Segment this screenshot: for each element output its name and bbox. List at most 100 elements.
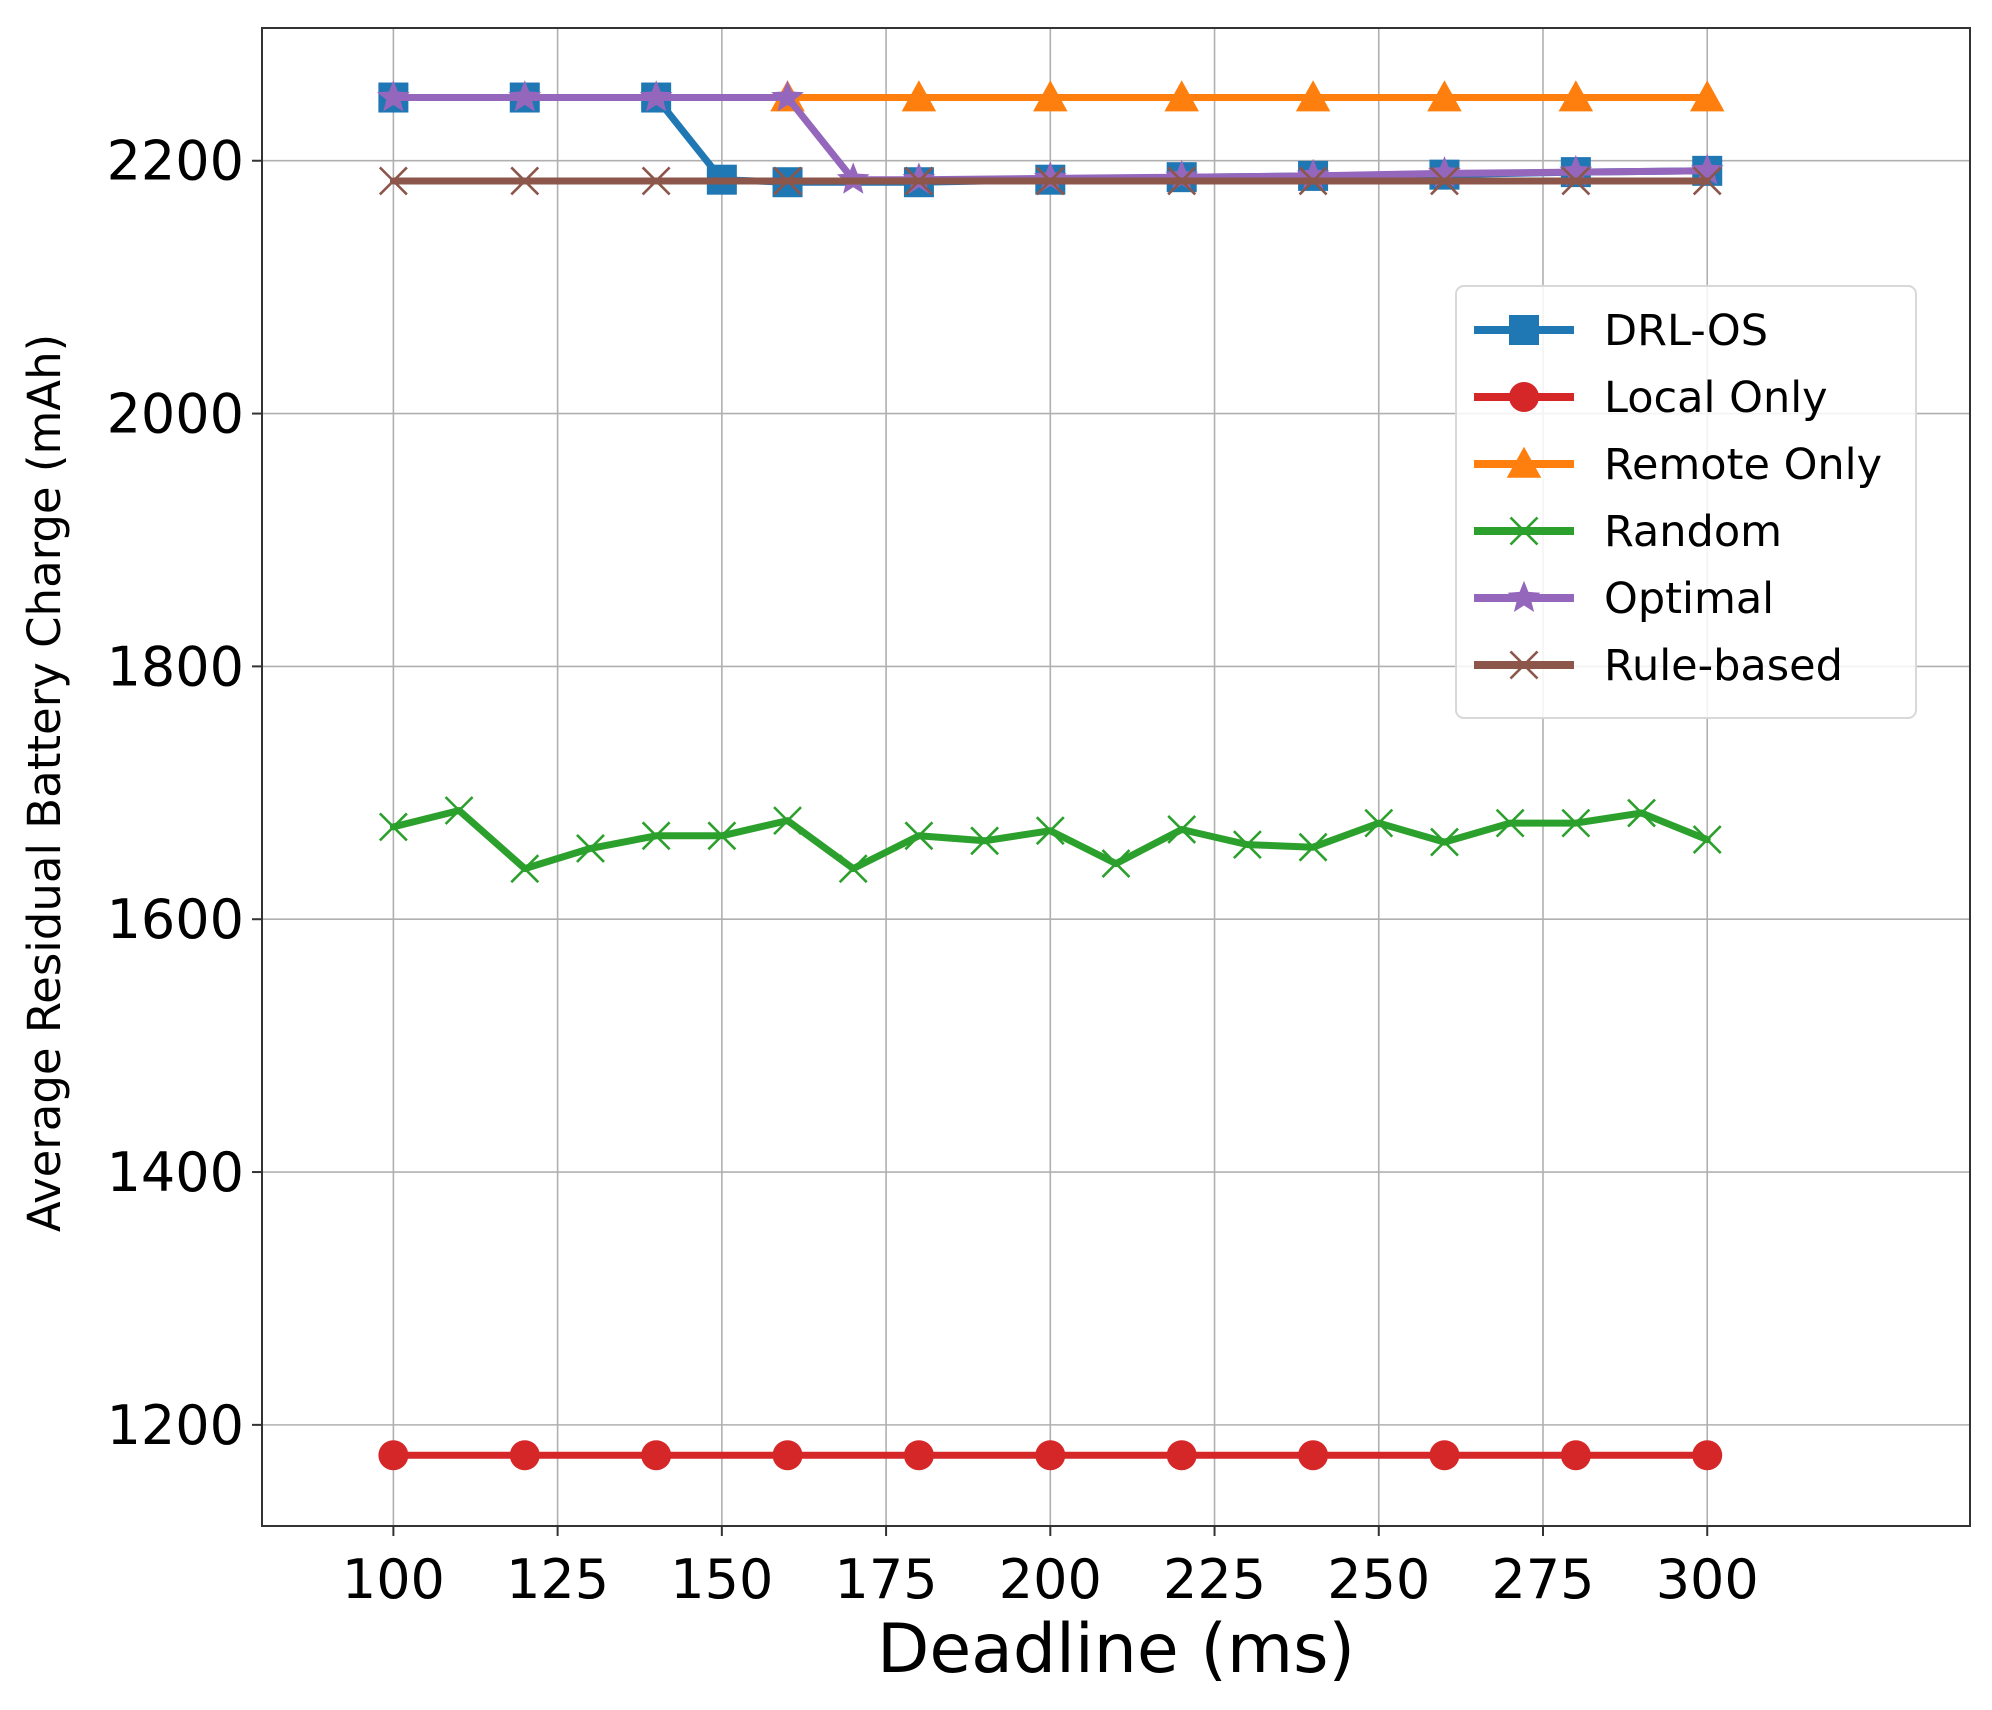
data-point-local-only: [1429, 1440, 1460, 1471]
legend-label: DRL-OS: [1604, 306, 1768, 356]
y-tick-label: 1200: [107, 1394, 244, 1457]
data-point-rule-based: [1430, 166, 1459, 196]
data-point-optimal: [1296, 158, 1330, 190]
data-point-remote-only: [1689, 80, 1725, 112]
data-point-random: [1430, 827, 1459, 857]
legend-marker: [1509, 516, 1539, 546]
data-point-optimal: [1559, 154, 1593, 187]
data-point-local-only: [772, 1440, 803, 1471]
data-point-random: [904, 821, 934, 851]
legend-label: Optimal: [1604, 574, 1774, 624]
data-point-random: [838, 854, 868, 884]
data-point-rule-based: [1692, 166, 1722, 196]
data-point-remote-only: [901, 80, 937, 112]
data-point-optimal: [639, 80, 673, 112]
series-local-only: [378, 1440, 1723, 1471]
data-point-random: [1627, 798, 1656, 828]
legend-marker: [1509, 650, 1539, 680]
data-point-random: [576, 834, 605, 863]
data-point-optimal: [771, 80, 804, 112]
data-point-optimal: [1033, 161, 1067, 193]
data-point-random: [444, 796, 474, 825]
y-axis-label: Average Residual Battery Charge (mAh): [18, 334, 71, 1232]
y-tick-label: 1400: [107, 1141, 244, 1204]
legend: DRL-OS Local Only Remote Only Random Optimal…: [1455, 285, 1917, 719]
legend-marker: [1506, 446, 1542, 478]
legend-item-random: Random: [1474, 507, 1782, 557]
data-point-local-only: [1298, 1440, 1329, 1471]
data-point-optimal: [508, 80, 542, 112]
data-point-rule-based: [904, 166, 934, 196]
data-point-local-only: [1560, 1440, 1591, 1471]
series-random: [378, 796, 1722, 884]
legend-label: Random: [1604, 507, 1782, 557]
series-remote-only: [770, 80, 1725, 112]
data-point-remote-only: [1558, 80, 1594, 112]
data-point-random: [1298, 832, 1328, 862]
data-point-random: [1101, 849, 1131, 879]
legend-item-rule-based: Rule-based: [1474, 641, 1843, 691]
grid: [262, 28, 1970, 1526]
data-point-local-only: [378, 1440, 409, 1471]
series-layer: [377, 80, 1725, 1471]
data-point-local-only: [1166, 1440, 1197, 1471]
y-tick-label: 1800: [107, 635, 244, 698]
data-point-random: [641, 821, 671, 851]
data-point-remote-only: [1033, 80, 1068, 112]
data-point-rule-based: [1298, 166, 1328, 196]
data-point-random: [1364, 808, 1394, 838]
x-tick-label: 150: [670, 1548, 773, 1611]
data-point-rule-based: [773, 166, 802, 196]
data-point-random: [1035, 816, 1065, 846]
y-tick-label: 2000: [107, 383, 244, 446]
data-point-remote-only: [1427, 80, 1462, 112]
x-tick-label: 100: [342, 1548, 445, 1611]
data-point-local-only: [1692, 1440, 1723, 1471]
data-point-random: [970, 826, 1000, 856]
plot-frame: [261, 27, 1971, 1527]
x-tick-label: 175: [835, 1548, 938, 1611]
legend-item-optimal: Optimal: [1474, 574, 1774, 624]
data-point-rule-based: [1167, 166, 1197, 196]
series-rule-based: [378, 166, 1722, 196]
data-point-rule-based: [378, 166, 408, 196]
data-point-random: [1167, 815, 1197, 844]
data-point-random: [378, 812, 408, 842]
legend-label: Remote Only: [1604, 440, 1882, 490]
data-point-random: [510, 854, 540, 884]
legend-item-drl-os: DRL-OS: [1474, 306, 1768, 356]
data-point-remote-only: [1295, 80, 1331, 112]
tick-labels: 100 125 150 175 200 225 250 275 300 1200 1400 1600 1…: [107, 130, 1759, 1611]
data-point-random: [1561, 808, 1591, 838]
legend-marker: [1507, 580, 1541, 612]
x-tick-label: 200: [999, 1548, 1102, 1611]
x-tick-label: 275: [1491, 1548, 1594, 1611]
data-point-random: [707, 821, 737, 851]
x-tick-label: 300: [1656, 1548, 1759, 1611]
x-axis-label: Deadline (ms): [877, 1610, 1355, 1689]
data-point-optimal: [1690, 153, 1724, 185]
y-tick-label: 1600: [107, 888, 244, 951]
data-point-random: [773, 806, 802, 836]
y-tick-label: 2200: [107, 130, 244, 193]
legend-item-remote-only: Remote Only: [1474, 440, 1882, 490]
data-point-optimal: [1428, 156, 1461, 188]
data-point-random: [1692, 825, 1722, 854]
data-point-local-only: [903, 1440, 934, 1471]
data-point-random: [1232, 830, 1262, 860]
x-tick-label: 225: [1163, 1548, 1266, 1611]
data-point-rule-based: [641, 166, 671, 196]
data-point-optimal: [1165, 159, 1199, 192]
legend-marker: [1509, 315, 1539, 345]
data-point-local-only: [509, 1440, 540, 1471]
data-point-random: [1495, 808, 1525, 838]
data-point-local-only: [1035, 1440, 1066, 1471]
data-point-optimal: [377, 80, 410, 112]
legend-label: Rule-based: [1604, 641, 1843, 691]
legend-item-local-only: Local Only: [1474, 373, 1828, 423]
data-point-rule-based: [510, 166, 540, 196]
data-point-rule-based: [1035, 166, 1065, 196]
legend-label: Local Only: [1604, 373, 1828, 423]
x-tick-label: 125: [506, 1548, 609, 1611]
